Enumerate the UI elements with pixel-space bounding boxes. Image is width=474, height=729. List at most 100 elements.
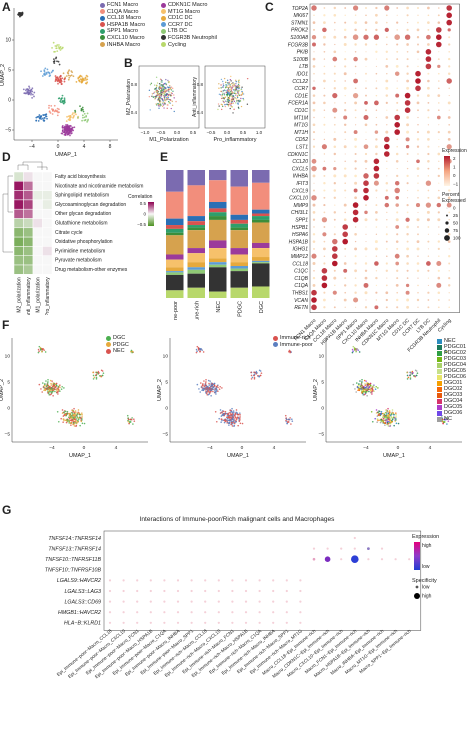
size-dot <box>415 585 419 589</box>
dot <box>323 174 326 177</box>
umap-point <box>60 79 62 81</box>
dot <box>438 51 440 53</box>
dot <box>385 306 388 309</box>
dot <box>438 233 440 235</box>
dot <box>354 269 358 273</box>
dot <box>344 182 346 184</box>
dot <box>374 100 379 106</box>
dot <box>353 188 358 193</box>
dot <box>343 218 347 221</box>
umap-point <box>53 62 56 64</box>
scatter-point <box>149 109 151 111</box>
umap-point <box>83 116 86 119</box>
scatter-point <box>222 100 224 102</box>
umap-point <box>53 110 56 113</box>
legend-item: FCGR3B Neutrophil <box>161 35 219 41</box>
legend-tick: 0.5 <box>140 201 147 206</box>
umap-point <box>201 384 204 387</box>
umap-point <box>101 374 104 377</box>
scatter-point <box>219 94 222 96</box>
legend-label: MT1G Macro <box>168 8 201 15</box>
dot <box>385 36 388 39</box>
dot <box>384 143 390 150</box>
umap-point <box>253 374 256 377</box>
umap-point <box>71 126 74 129</box>
x-tick-label: DGC <box>259 301 265 313</box>
umap-point <box>41 75 44 77</box>
scatter-point <box>167 88 170 91</box>
umap-point <box>44 351 47 353</box>
umap-point <box>18 11 21 14</box>
umap-point <box>205 387 207 389</box>
scatter-point <box>154 98 156 100</box>
scatter-point <box>158 96 161 99</box>
gene-label: INHBA <box>293 174 309 180</box>
interaction-dot <box>258 579 261 582</box>
legend-item: HSPA1B Macro <box>100 22 158 28</box>
legend-label: INHBA Macro <box>107 41 141 48</box>
dot <box>396 306 399 309</box>
legend-swatch <box>100 9 105 15</box>
dot <box>343 28 347 32</box>
umap-point <box>58 111 60 114</box>
dot <box>385 233 388 236</box>
umap-point <box>47 387 49 389</box>
umap-point <box>67 70 70 73</box>
heatmap-cell <box>13 199 24 210</box>
dot <box>312 101 316 105</box>
dot <box>313 269 315 272</box>
umap-point <box>216 385 219 387</box>
umap-point <box>43 119 46 122</box>
dot <box>312 218 316 221</box>
dot <box>385 65 389 68</box>
dot <box>313 51 315 53</box>
scatter-point <box>221 95 223 97</box>
dot <box>427 248 429 250</box>
dot <box>321 217 328 223</box>
dot <box>333 166 337 171</box>
dot <box>417 21 419 24</box>
scatter-point <box>166 98 169 101</box>
dot <box>364 57 368 61</box>
umap-point <box>377 387 379 389</box>
umap-point <box>83 422 86 425</box>
bar-segment <box>230 170 248 187</box>
umap-point <box>38 114 41 116</box>
umap-point <box>84 76 87 79</box>
umap-point <box>376 421 378 423</box>
scatter-point <box>228 93 231 96</box>
dot <box>425 63 432 70</box>
plot-frame <box>204 65 266 129</box>
umap-point <box>81 412 83 414</box>
dot <box>437 306 440 309</box>
dot <box>438 7 440 9</box>
dot <box>427 28 430 31</box>
dot <box>363 114 369 121</box>
dot <box>323 181 326 185</box>
umap-point <box>63 418 65 421</box>
dot <box>438 124 440 126</box>
heatmap-cell <box>13 255 24 266</box>
dot <box>417 255 419 257</box>
legend-swatch <box>161 28 166 34</box>
scatter-point <box>165 100 167 102</box>
dot <box>395 298 399 302</box>
scatter-point <box>162 86 164 89</box>
umap-point <box>390 413 393 415</box>
umap-point <box>357 388 360 390</box>
umap-point <box>96 371 99 374</box>
umap-point <box>208 384 211 386</box>
interaction-dot <box>367 547 370 550</box>
bar-segment <box>209 216 227 220</box>
scatter-point <box>229 101 231 103</box>
legend-item: NEC <box>106 348 129 354</box>
scatter-point <box>154 84 156 86</box>
heatmap-cell <box>32 171 43 182</box>
dot <box>333 65 336 68</box>
scatter-point <box>168 91 170 93</box>
gene-label: C1QA <box>294 283 308 289</box>
umap-point <box>52 108 55 111</box>
y-axis-label: UMAP_2 <box>0 379 5 401</box>
umap-point <box>253 378 256 380</box>
umap-point <box>363 389 365 392</box>
